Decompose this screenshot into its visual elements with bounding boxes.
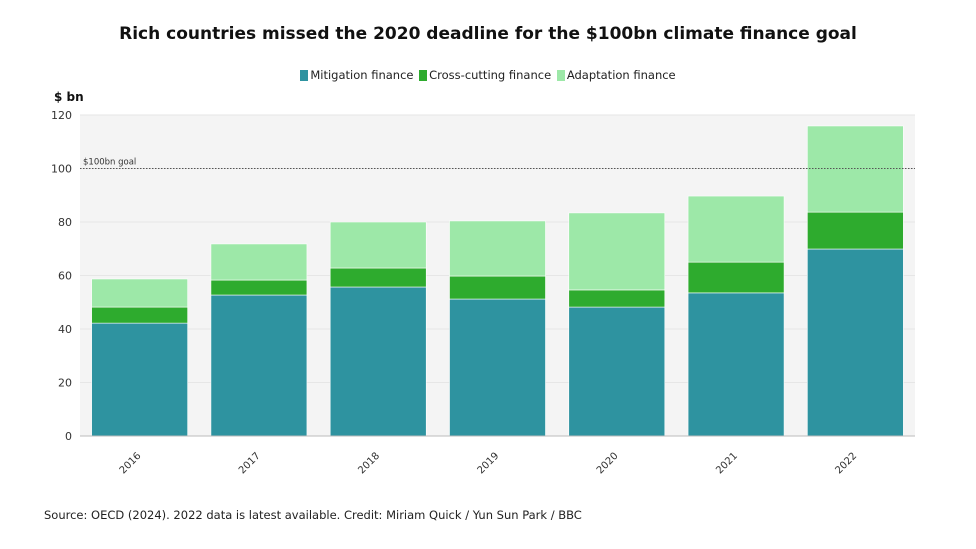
bar-cross-cutting-finance-2017 — [210, 279, 308, 296]
legend-swatch — [300, 69, 309, 81]
y-tick-label: 100 — [51, 163, 72, 176]
bar-cross-cutting-finance-2016 — [91, 306, 188, 324]
x-tick-label: 2020 — [595, 451, 621, 477]
x-tick-label: 2022 — [833, 451, 859, 477]
bar-mitigation-finance-2016 — [91, 322, 188, 437]
y-tick-label: 40 — [58, 323, 72, 336]
bar-adaptation-finance-2022 — [807, 125, 904, 213]
legend-item-mitigation: Mitigation finance — [300, 68, 413, 82]
legend-item-adaptation: Adaptation finance — [556, 68, 676, 82]
y-tick-label: 60 — [58, 270, 72, 283]
legend-label: Mitigation finance — [310, 68, 414, 82]
legend-swatch — [419, 69, 428, 81]
legend-swatch — [556, 69, 565, 81]
x-tick-label: 2018 — [356, 451, 382, 477]
x-tick-label: 2016 — [118, 451, 144, 477]
y-tick-label: 20 — [58, 377, 72, 390]
legend: Mitigation finance Cross-cutting finance… — [0, 68, 976, 84]
y-tick-label: 120 — [51, 109, 72, 122]
y-tick-label: 80 — [58, 216, 72, 229]
bar-cross-cutting-finance-2019 — [449, 275, 546, 300]
chart-title: Rich countries missed the 2020 deadline … — [119, 24, 857, 44]
bar-adaptation-finance-2016 — [91, 278, 188, 308]
bar-cross-cutting-finance-2018 — [329, 267, 427, 288]
bar-mitigation-finance-2021 — [687, 292, 785, 437]
legend-label: Adaptation finance — [566, 68, 676, 82]
bar-adaptation-finance-2020 — [568, 212, 666, 291]
bar-adaptation-finance-2017 — [210, 243, 308, 281]
bar-mitigation-finance-2022 — [807, 248, 904, 437]
bar-cross-cutting-finance-2021 — [687, 261, 785, 294]
y-axis-label: $ bn — [54, 90, 84, 104]
legend-label: Cross-cutting finance — [429, 68, 552, 82]
x-tick-label: 2019 — [476, 451, 502, 477]
source-note: Source: OECD (2024). 2022 data is latest… — [44, 508, 582, 522]
y-tick-label: 0 — [65, 430, 72, 443]
legend-item-cross-cutting: Cross-cutting finance — [419, 68, 551, 82]
bar-adaptation-finance-2019 — [449, 220, 546, 277]
bar-mitigation-finance-2018 — [329, 286, 427, 437]
bar-adaptation-finance-2021 — [687, 195, 785, 263]
x-tick-label: 2021 — [714, 451, 740, 477]
bar-cross-cutting-finance-2022 — [807, 211, 904, 250]
bar-adaptation-finance-2018 — [329, 221, 427, 269]
goal-line-label: $100bn goal — [83, 158, 136, 168]
bar-cross-cutting-finance-2020 — [568, 289, 666, 308]
bar-mitigation-finance-2020 — [568, 306, 666, 437]
bar-mitigation-finance-2019 — [449, 298, 546, 437]
x-tick-label: 2017 — [237, 451, 263, 477]
bar-mitigation-finance-2017 — [210, 294, 308, 437]
